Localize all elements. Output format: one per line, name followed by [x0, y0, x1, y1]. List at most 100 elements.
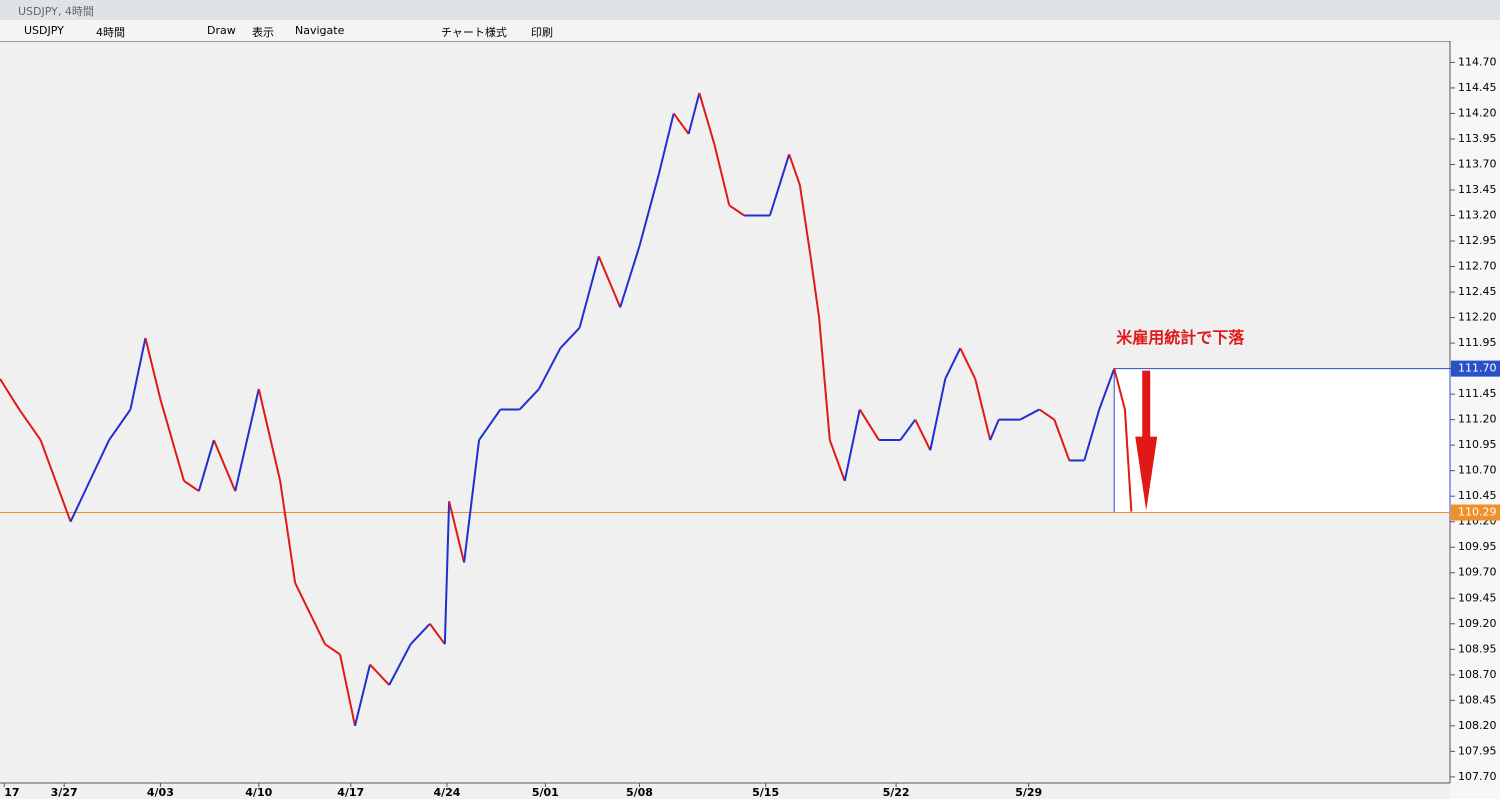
- price-segment: [959, 347, 977, 380]
- y-tick-label: 112.20: [1458, 311, 1497, 324]
- price-segment: [129, 337, 147, 410]
- y-tick-label: 108.45: [1458, 693, 1497, 706]
- price-segment: [279, 480, 297, 584]
- y-tick-label: 111.95: [1458, 336, 1497, 349]
- x-tick-label: 5/01: [532, 786, 559, 799]
- price-segment: [538, 347, 562, 390]
- price-segment: [809, 256, 821, 318]
- price-segment: [409, 623, 431, 645]
- style-menu[interactable]: チャート様式: [441, 26, 507, 39]
- y-tick-label: 113.95: [1458, 132, 1497, 145]
- price-segment: [144, 337, 162, 400]
- x-tick-label: 4/24: [433, 786, 460, 799]
- y-tick-label: 111.45: [1458, 387, 1497, 400]
- y-tick-label: 109.95: [1458, 540, 1497, 553]
- price-segment: [818, 317, 831, 441]
- price-segment: [1083, 409, 1101, 461]
- price-segment: [354, 664, 371, 727]
- price-segment: [443, 501, 451, 645]
- price-segment: [1053, 419, 1071, 461]
- price-segment: [657, 113, 675, 175]
- price-segment: [914, 419, 932, 451]
- price-segment: [294, 582, 312, 615]
- price-segment: [1038, 408, 1055, 421]
- y-tick-label: 112.70: [1458, 260, 1497, 273]
- price-segment: [1098, 368, 1116, 410]
- price-segment: [18, 408, 42, 441]
- y-tick-label: 108.95: [1458, 642, 1497, 655]
- price-segment: [69, 480, 91, 523]
- y-tick-label: 113.70: [1458, 157, 1497, 170]
- price-segment: [0, 378, 21, 410]
- price-segment: [212, 439, 237, 492]
- y-tick-label: 107.95: [1458, 744, 1497, 757]
- price-segment: [324, 643, 341, 656]
- price-tag: [1451, 504, 1500, 521]
- x-tick-label: 4/10: [245, 786, 272, 799]
- price-segment: [798, 184, 812, 257]
- price-segment: [728, 204, 745, 217]
- view-menu[interactable]: 表示: [252, 26, 274, 39]
- x-tick-label: 17: [4, 786, 19, 799]
- y-tick-label: 109.70: [1458, 566, 1497, 579]
- price-segment: [929, 378, 947, 451]
- price-segment: [1113, 368, 1126, 410]
- arrow-head: [1135, 436, 1158, 511]
- navigate-menu[interactable]: Navigate: [295, 24, 345, 37]
- price-tag-label: 111.70: [1458, 362, 1497, 375]
- annotation-box: [1113, 368, 1451, 514]
- x-tick-label: 5/22: [883, 786, 910, 799]
- y-tick-label: 113.20: [1458, 209, 1497, 222]
- y-tick-label: 112.95: [1458, 234, 1497, 247]
- y-tick-label: 110.45: [1458, 489, 1497, 502]
- annotation-text: 米雇用統計で下落: [1116, 328, 1245, 347]
- price-segment: [597, 255, 622, 308]
- y-tick-label: 113.45: [1458, 183, 1497, 196]
- price-segment: [1123, 409, 1133, 512]
- x-tick-label: 3/27: [51, 786, 78, 799]
- x-tick-label: 4/03: [147, 786, 174, 799]
- y-tick-label: 112.45: [1458, 285, 1497, 298]
- price-segment: [619, 245, 641, 308]
- price-segment: [713, 143, 731, 206]
- y-tick-label: 110.70: [1458, 464, 1497, 477]
- price-segment: [974, 378, 992, 441]
- price-segment: [369, 663, 390, 686]
- y-tick-label: 111.20: [1458, 413, 1497, 426]
- price-segment: [339, 654, 356, 727]
- price-segment: [672, 112, 690, 135]
- price-tag-label: 110.29: [1458, 506, 1497, 519]
- symbol-select[interactable]: USDJPY: [24, 24, 64, 37]
- price-segment: [234, 388, 260, 492]
- price-segment: [478, 408, 502, 441]
- toolbar: USDJPY 4時間 Draw 表示 Navigate チャート様式 印刷: [0, 20, 1500, 42]
- y-tick-label: 114.20: [1458, 106, 1497, 119]
- y-tick-label: 108.20: [1458, 719, 1497, 732]
- price-segment: [257, 388, 282, 482]
- price-segment: [1019, 408, 1040, 421]
- price-segment: [843, 409, 861, 482]
- price-segment: [518, 388, 540, 411]
- y-tick-label: 114.45: [1458, 81, 1497, 94]
- print-menu[interactable]: 印刷: [531, 26, 553, 39]
- x-tick-label: 4/17: [337, 786, 364, 799]
- window-title: USDJPY, 4時間: [18, 5, 94, 18]
- title-bar: USDJPY, 4時間: [0, 0, 1500, 20]
- price-axis: [1450, 41, 1500, 799]
- price-segment: [183, 480, 200, 492]
- price-segment: [788, 153, 801, 186]
- x-tick-label: 5/29: [1015, 786, 1042, 799]
- price-segment: [698, 92, 716, 145]
- chart: 114.70 114.45 114.20 113.95 113.70 113.45 113.…: [0, 41, 1500, 799]
- price-tag: [1451, 360, 1500, 377]
- timeframe-select[interactable]: 4時間: [96, 26, 125, 39]
- price-segment: [429, 623, 446, 645]
- price-segment: [899, 419, 917, 441]
- price-segment: [108, 408, 132, 441]
- draw-menu[interactable]: Draw: [207, 24, 236, 37]
- y-tick-label: 109.45: [1458, 591, 1497, 604]
- y-tick-label: 107.70: [1458, 770, 1497, 783]
- y-tick-label: 108.70: [1458, 668, 1497, 681]
- price-segment: [388, 643, 412, 686]
